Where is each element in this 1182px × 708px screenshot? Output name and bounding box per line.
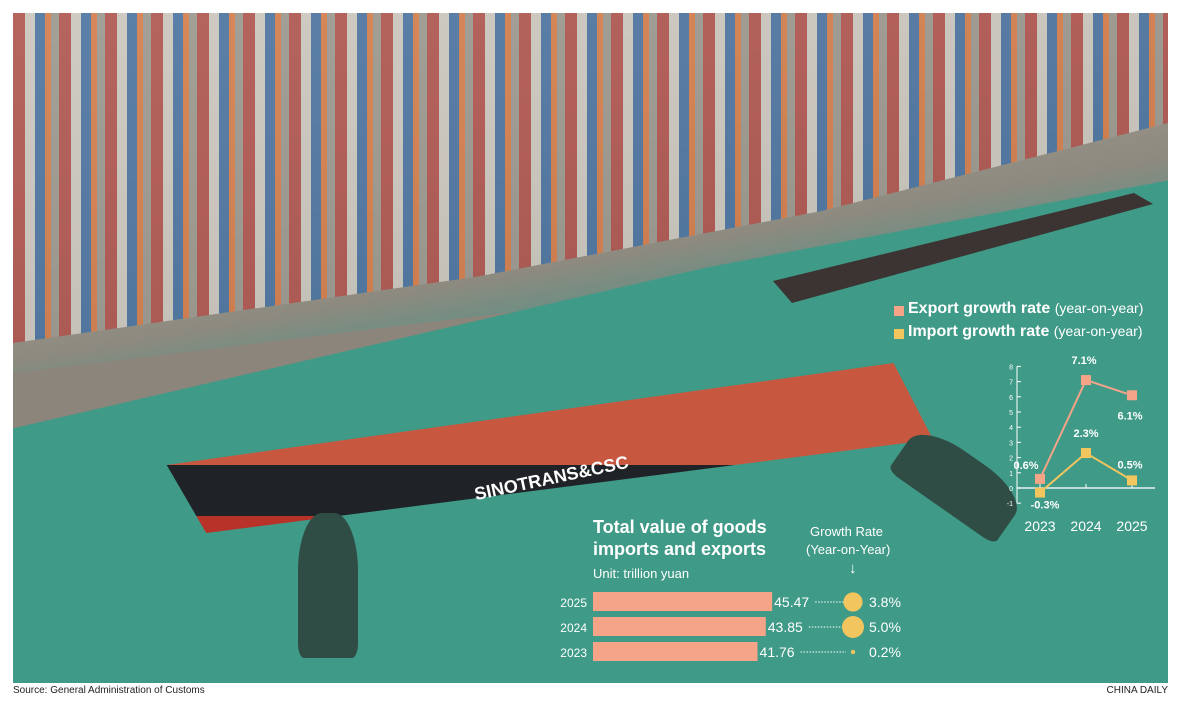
y-tick-label: 2 [1009, 456, 1013, 463]
data-label: 0.5% [1117, 459, 1142, 471]
legend-text: Import growth rate [908, 323, 1050, 340]
bar-title-line2: imports and exports [593, 539, 767, 559]
growth-circle [842, 616, 864, 638]
down-arrow-icon: ↓ [849, 560, 857, 577]
y-tick-label: 7 [1009, 380, 1013, 387]
y-tick-label: 4 [1009, 425, 1013, 432]
data-point [1035, 487, 1045, 498]
data-point [1127, 475, 1137, 486]
data-label: -0.3% [1031, 500, 1060, 512]
bar-value-label: 41.76 [760, 644, 795, 660]
bar-title-line1: Total value of goods [593, 517, 767, 537]
legend-qualifier: (year-on-year) [1054, 300, 1144, 316]
legend-label-export: Export growth rate (year-on-year) [908, 300, 1143, 318]
growth-header-line2: (Year-on-Year) [806, 542, 891, 557]
y-tick-label: 1 [1009, 471, 1013, 478]
growth-circle [850, 649, 856, 655]
y-tick-label: 0 [1009, 486, 1013, 493]
legend-swatch-export [894, 306, 904, 316]
y-tick-label: -1 [1007, 501, 1013, 508]
y-tick-label: 8 [1009, 364, 1013, 371]
data-label: 6.1% [1117, 410, 1142, 422]
source-note: Source: General Administration of Custom… [13, 685, 205, 696]
bar-unit: Unit: trillion yuan [593, 566, 690, 581]
category-label: 2025 [560, 596, 587, 610]
data-point [1127, 390, 1137, 401]
bar [593, 642, 758, 661]
bar [593, 592, 773, 611]
growth-label: 0.2% [869, 644, 901, 660]
legend-qualifier: (year-on-year) [1053, 323, 1143, 339]
data-label: 7.1% [1071, 355, 1096, 367]
port-photo: SINOTRANS&CSC [13, 13, 1168, 683]
x-tick-label: 2023 [1024, 518, 1055, 534]
x-tick-label: 2025 [1116, 518, 1147, 534]
bar-value-label: 43.85 [768, 619, 803, 635]
category-label: 2024 [560, 621, 587, 635]
y-tick-label: 3 [1009, 440, 1013, 447]
growth-header-line1: Growth Rate [810, 524, 883, 539]
data-label: 0.6% [1013, 460, 1038, 472]
data-point [1035, 473, 1045, 484]
y-tick-label: 5 [1009, 410, 1013, 417]
legend-text: Export growth rate [908, 300, 1051, 317]
growth-label: 5.0% [869, 619, 901, 635]
growth-label: 3.8% [869, 594, 901, 610]
data-point [1081, 375, 1091, 386]
bar [593, 617, 766, 636]
tugboat [298, 513, 358, 658]
category-label: 2023 [560, 646, 587, 660]
y-tick-label: 6 [1009, 395, 1013, 402]
brand-credit: CHINA DAILY [1106, 685, 1169, 696]
x-tick-label: 2024 [1070, 518, 1101, 534]
data-label: 2.3% [1073, 428, 1098, 440]
legend-swatch-import [894, 329, 904, 339]
bar-value-label: 45.47 [774, 594, 809, 610]
legend-label-import: Import growth rate (year-on-year) [908, 323, 1143, 341]
data-point [1081, 448, 1091, 459]
growth-circle [843, 592, 863, 612]
